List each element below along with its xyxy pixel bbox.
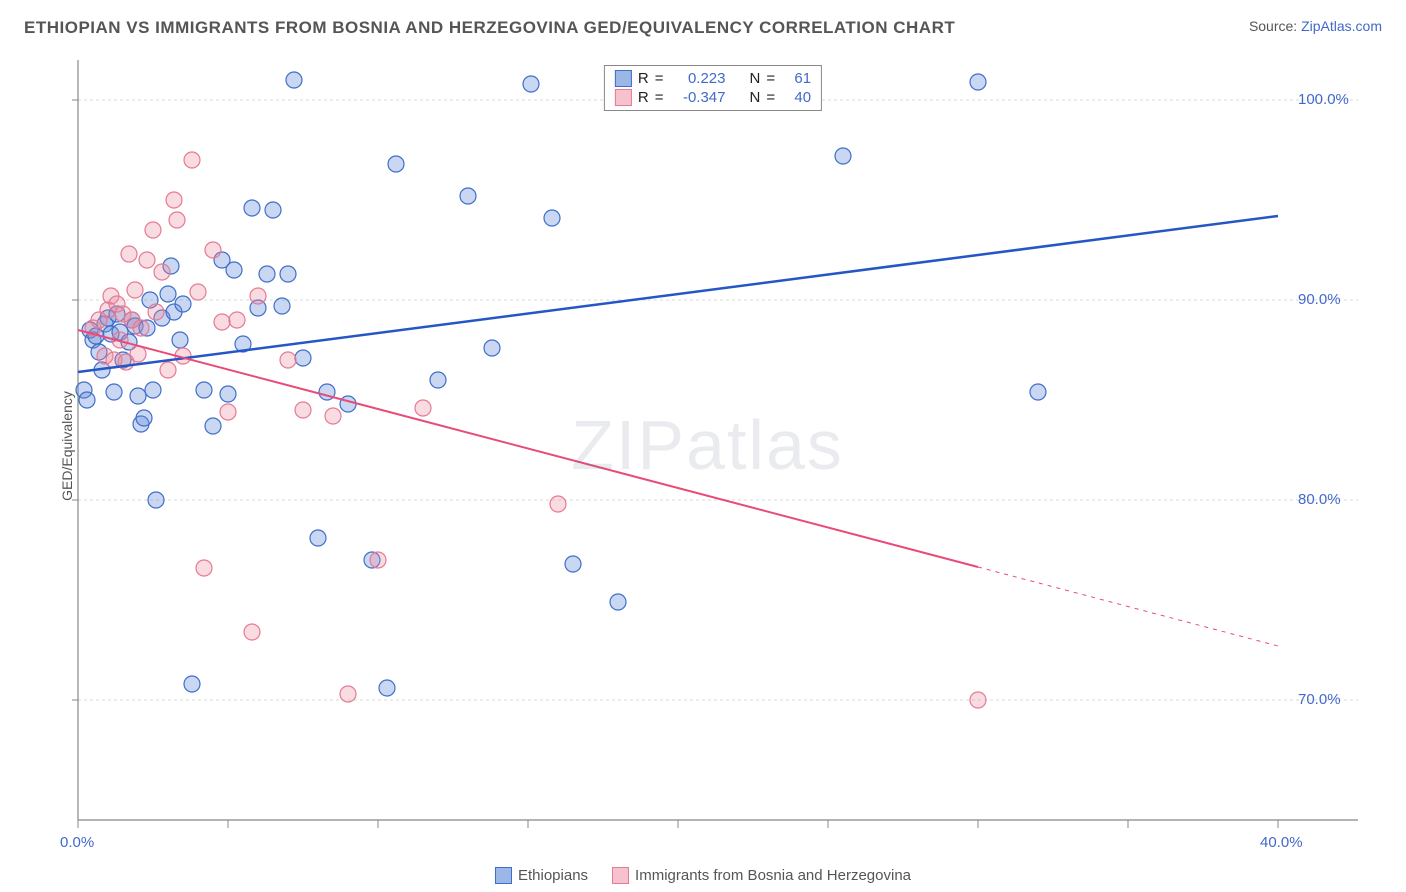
plot-wrapper: ZIPatlas R = 0.223 N = 61 R = -0.347 N = xyxy=(48,60,1378,830)
legend-row-ethiopians: R = 0.223 N = 61 xyxy=(615,69,811,88)
legend-label: Immigrants from Bosnia and Herzegovina xyxy=(635,867,911,884)
r-value: -0.347 xyxy=(670,89,726,106)
legend-label: Ethiopians xyxy=(518,867,588,884)
legend-item-ethiopians: Ethiopians xyxy=(495,867,588,884)
x-tick-label: 0.0% xyxy=(60,834,94,851)
legend-item-bosnia: Immigrants from Bosnia and Herzegovina xyxy=(612,867,911,884)
swatch-icon xyxy=(495,867,512,884)
equals-sign: = xyxy=(655,70,664,87)
y-tick-label: 80.0% xyxy=(1298,491,1341,508)
series-legend: Ethiopians Immigrants from Bosnia and He… xyxy=(495,867,911,884)
scatter-plot-svg xyxy=(48,60,1378,830)
n-label: N xyxy=(750,89,761,106)
source-link[interactable]: ZipAtlas.com xyxy=(1301,18,1382,34)
r-label: R xyxy=(638,89,649,106)
correlation-legend: R = 0.223 N = 61 R = -0.347 N = 40 xyxy=(604,65,822,111)
y-tick-label: 70.0% xyxy=(1298,691,1341,708)
legend-row-bosnia: R = -0.347 N = 40 xyxy=(615,88,811,107)
r-label: R xyxy=(638,70,649,87)
source-attribution: Source: ZipAtlas.com xyxy=(1249,18,1382,34)
n-value: 61 xyxy=(781,70,811,87)
x-tick-label: 40.0% xyxy=(1260,834,1303,851)
chart-container: ETHIOPIAN VS IMMIGRANTS FROM BOSNIA AND … xyxy=(0,0,1406,892)
r-value: 0.223 xyxy=(670,70,726,87)
swatch-icon xyxy=(615,89,632,106)
chart-title: ETHIOPIAN VS IMMIGRANTS FROM BOSNIA AND … xyxy=(24,18,955,38)
swatch-icon xyxy=(612,867,629,884)
equals-sign: = xyxy=(766,89,775,106)
n-label: N xyxy=(750,70,761,87)
swatch-icon xyxy=(615,70,632,87)
source-label: Source: xyxy=(1249,18,1301,34)
n-value: 40 xyxy=(781,89,811,106)
equals-sign: = xyxy=(766,70,775,87)
y-tick-label: 90.0% xyxy=(1298,291,1341,308)
equals-sign: = xyxy=(655,89,664,106)
y-tick-label: 100.0% xyxy=(1298,91,1349,108)
